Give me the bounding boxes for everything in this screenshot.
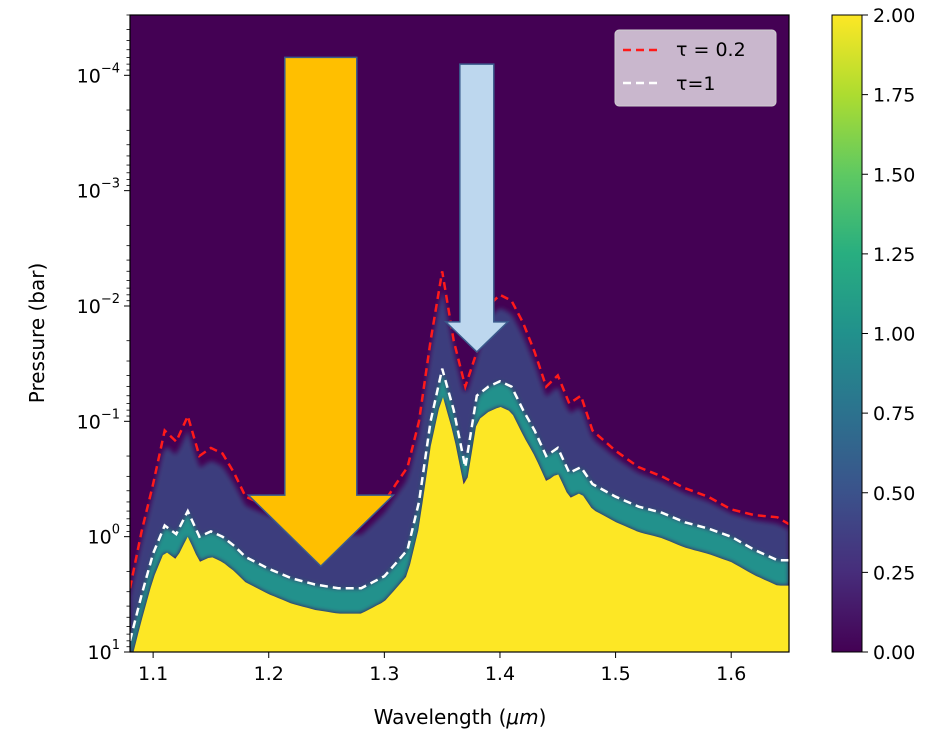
colorbar-tick-label: 1.00 <box>873 324 915 346</box>
colorbar-gradient <box>832 15 862 652</box>
heatmap-band-low <box>130 290 789 641</box>
x-axis-title: Wavelength (μm) <box>374 705 547 729</box>
x-tick-label: 1.2 <box>254 663 284 685</box>
colorbar-tick-label: 1.50 <box>873 164 915 186</box>
x-tick-label: 1.1 <box>138 663 168 685</box>
y-tick-label: 10−4 <box>77 61 120 87</box>
colorbar-ticks: 0.00 0.25 0.50 0.75 1.00 1.25 1.50 1.75 2.00 <box>862 5 915 664</box>
heatmap-plot-area <box>130 15 789 652</box>
heatmap-band-saturated <box>133 397 789 652</box>
x-tick-label: 1.4 <box>485 663 515 685</box>
legend-label-tau-02: τ = 0.2 <box>676 39 746 61</box>
arrow-annotation-0 <box>246 56 396 568</box>
colorbar-tick-label: 1.25 <box>873 244 915 266</box>
x-tick-label: 1.6 <box>716 663 746 685</box>
series-line-0 <box>130 271 789 589</box>
heatmap-band-mid <box>130 371 789 652</box>
y-axis-title: Pressure (bar) <box>25 263 49 404</box>
x-tick-label: 1.5 <box>600 663 630 685</box>
colorbar-tick-label: 0.75 <box>873 403 915 425</box>
arrow-annotation-1 <box>443 63 510 353</box>
y-axis: 101 100 10−1 10−2 10−3 10−4 <box>77 14 130 664</box>
annotation-layer <box>246 56 510 568</box>
y-tick-label: 10−1 <box>77 407 120 433</box>
colorbar-tick-label: 0.00 <box>873 642 915 664</box>
legend-label-tau-1: τ=1 <box>676 73 715 95</box>
legend: τ = 0.2 τ=1 <box>614 29 777 107</box>
colorbar-tick-label: 2.00 <box>873 5 915 27</box>
colorbar-tick-label: 1.75 <box>873 85 915 107</box>
y-tick-label: 10−2 <box>77 292 120 318</box>
y-tick-label: 10−3 <box>77 177 120 203</box>
series-layer <box>130 271 789 642</box>
heatmap-layer <box>130 290 789 652</box>
x-tick-label: 1.3 <box>369 663 399 685</box>
plot-frame <box>129 14 790 653</box>
colorbar-tick-label: 0.50 <box>873 483 915 505</box>
y-tick-label: 100 <box>88 523 120 549</box>
colorbar-tick-label: 0.25 <box>873 562 915 584</box>
x-axis: 1.1 1.2 1.3 1.4 1.5 1.6 <box>138 652 746 685</box>
y-tick-label: 101 <box>88 638 120 664</box>
colorbar: 0.00 0.25 0.50 0.75 1.00 1.25 1.50 1.75 2.00 <box>831 5 915 664</box>
